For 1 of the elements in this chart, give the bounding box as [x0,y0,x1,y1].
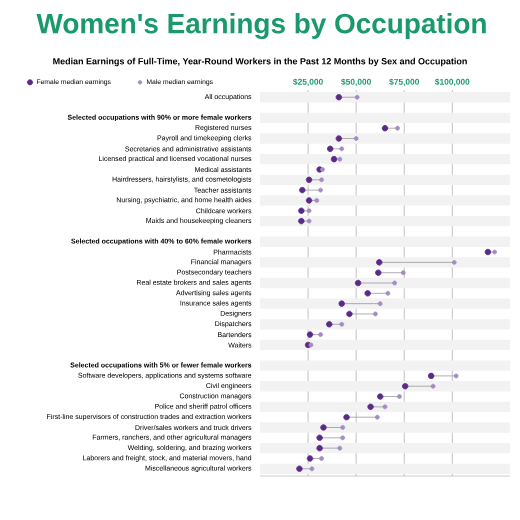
chart-title: Women's Earnings by Occupation [36,12,486,40]
